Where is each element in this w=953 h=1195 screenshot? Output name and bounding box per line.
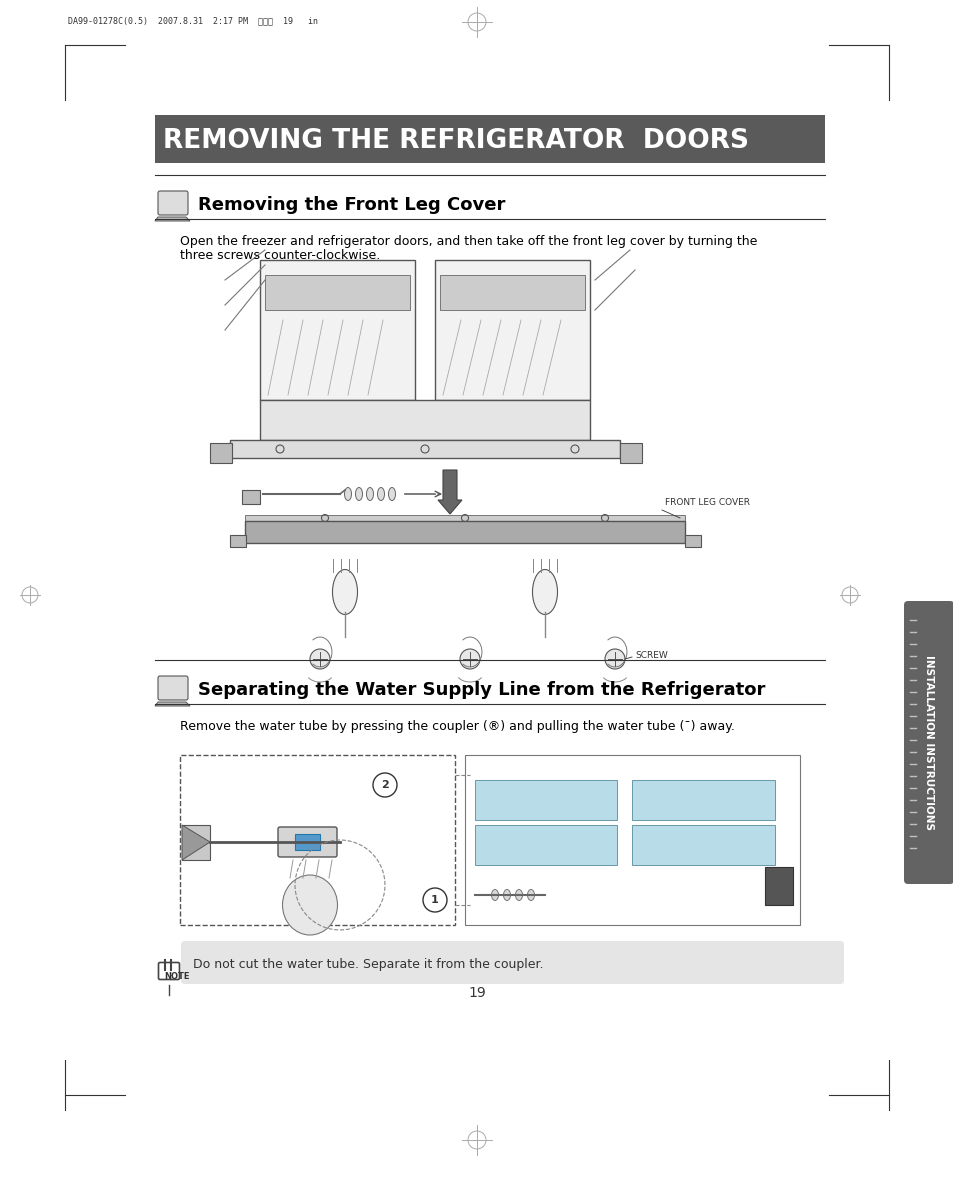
Circle shape: [422, 888, 447, 912]
FancyBboxPatch shape: [230, 440, 619, 458]
Text: Do not cut the water tube. Separate it from the coupler.: Do not cut the water tube. Separate it f…: [193, 958, 543, 972]
Text: Remove the water tube by pressing the coupler (®) and pulling the water tube (¯): Remove the water tube by pressing the co…: [180, 721, 734, 733]
Text: REMOVING THE REFRIGERATOR  DOORS: REMOVING THE REFRIGERATOR DOORS: [163, 128, 748, 154]
Ellipse shape: [503, 889, 510, 901]
FancyBboxPatch shape: [439, 275, 584, 310]
FancyBboxPatch shape: [182, 825, 210, 860]
Text: Removing the Front Leg Cover: Removing the Front Leg Cover: [198, 196, 505, 214]
Text: three screws counter-clockwise.: three screws counter-clockwise.: [180, 249, 380, 262]
FancyBboxPatch shape: [764, 868, 792, 905]
FancyBboxPatch shape: [245, 515, 684, 521]
Text: NOTE: NOTE: [164, 972, 190, 981]
Circle shape: [604, 649, 624, 669]
FancyBboxPatch shape: [684, 535, 700, 547]
FancyBboxPatch shape: [475, 825, 617, 865]
FancyBboxPatch shape: [158, 191, 188, 215]
Circle shape: [310, 649, 330, 669]
FancyBboxPatch shape: [154, 115, 824, 163]
Text: Open the freezer and refrigerator doors, and then take off the front leg cover b: Open the freezer and refrigerator doors,…: [180, 235, 757, 249]
Circle shape: [459, 649, 479, 669]
Polygon shape: [154, 217, 190, 221]
Polygon shape: [182, 825, 210, 860]
Text: 2: 2: [381, 780, 389, 790]
FancyBboxPatch shape: [903, 601, 953, 884]
FancyBboxPatch shape: [260, 261, 415, 400]
Ellipse shape: [282, 875, 337, 934]
Text: Separating the Water Supply Line from the Refrigerator: Separating the Water Supply Line from th…: [198, 681, 764, 699]
Text: INSTALLATION INSTRUCTIONS: INSTALLATION INSTRUCTIONS: [923, 655, 933, 831]
FancyBboxPatch shape: [632, 825, 774, 865]
FancyBboxPatch shape: [260, 400, 589, 440]
Ellipse shape: [333, 570, 357, 614]
FancyBboxPatch shape: [475, 780, 617, 820]
Ellipse shape: [366, 488, 374, 501]
Ellipse shape: [491, 889, 498, 901]
Text: 1: 1: [431, 895, 438, 905]
Ellipse shape: [515, 889, 522, 901]
FancyBboxPatch shape: [277, 827, 336, 857]
Ellipse shape: [355, 488, 362, 501]
Text: SCREW: SCREW: [635, 650, 667, 660]
FancyBboxPatch shape: [245, 521, 684, 543]
Ellipse shape: [388, 488, 395, 501]
Ellipse shape: [344, 488, 351, 501]
Ellipse shape: [377, 488, 384, 501]
FancyBboxPatch shape: [158, 676, 188, 700]
FancyBboxPatch shape: [435, 261, 589, 400]
Text: DA99-01278C(0.5)  2007.8.31  2:17 PM  페이직  19   in: DA99-01278C(0.5) 2007.8.31 2:17 PM 페이직 1…: [68, 16, 317, 25]
Ellipse shape: [527, 889, 534, 901]
FancyBboxPatch shape: [294, 834, 319, 850]
FancyBboxPatch shape: [230, 535, 246, 547]
FancyBboxPatch shape: [242, 490, 260, 504]
FancyBboxPatch shape: [265, 275, 410, 310]
FancyArrow shape: [437, 470, 461, 514]
FancyBboxPatch shape: [632, 780, 774, 820]
FancyBboxPatch shape: [619, 443, 641, 462]
FancyBboxPatch shape: [210, 443, 232, 462]
Ellipse shape: [532, 570, 557, 614]
Circle shape: [373, 773, 396, 797]
Text: 19: 19: [468, 986, 485, 1000]
Text: FRONT LEG COVER: FRONT LEG COVER: [664, 498, 749, 507]
Polygon shape: [154, 701, 190, 706]
FancyBboxPatch shape: [181, 940, 843, 983]
